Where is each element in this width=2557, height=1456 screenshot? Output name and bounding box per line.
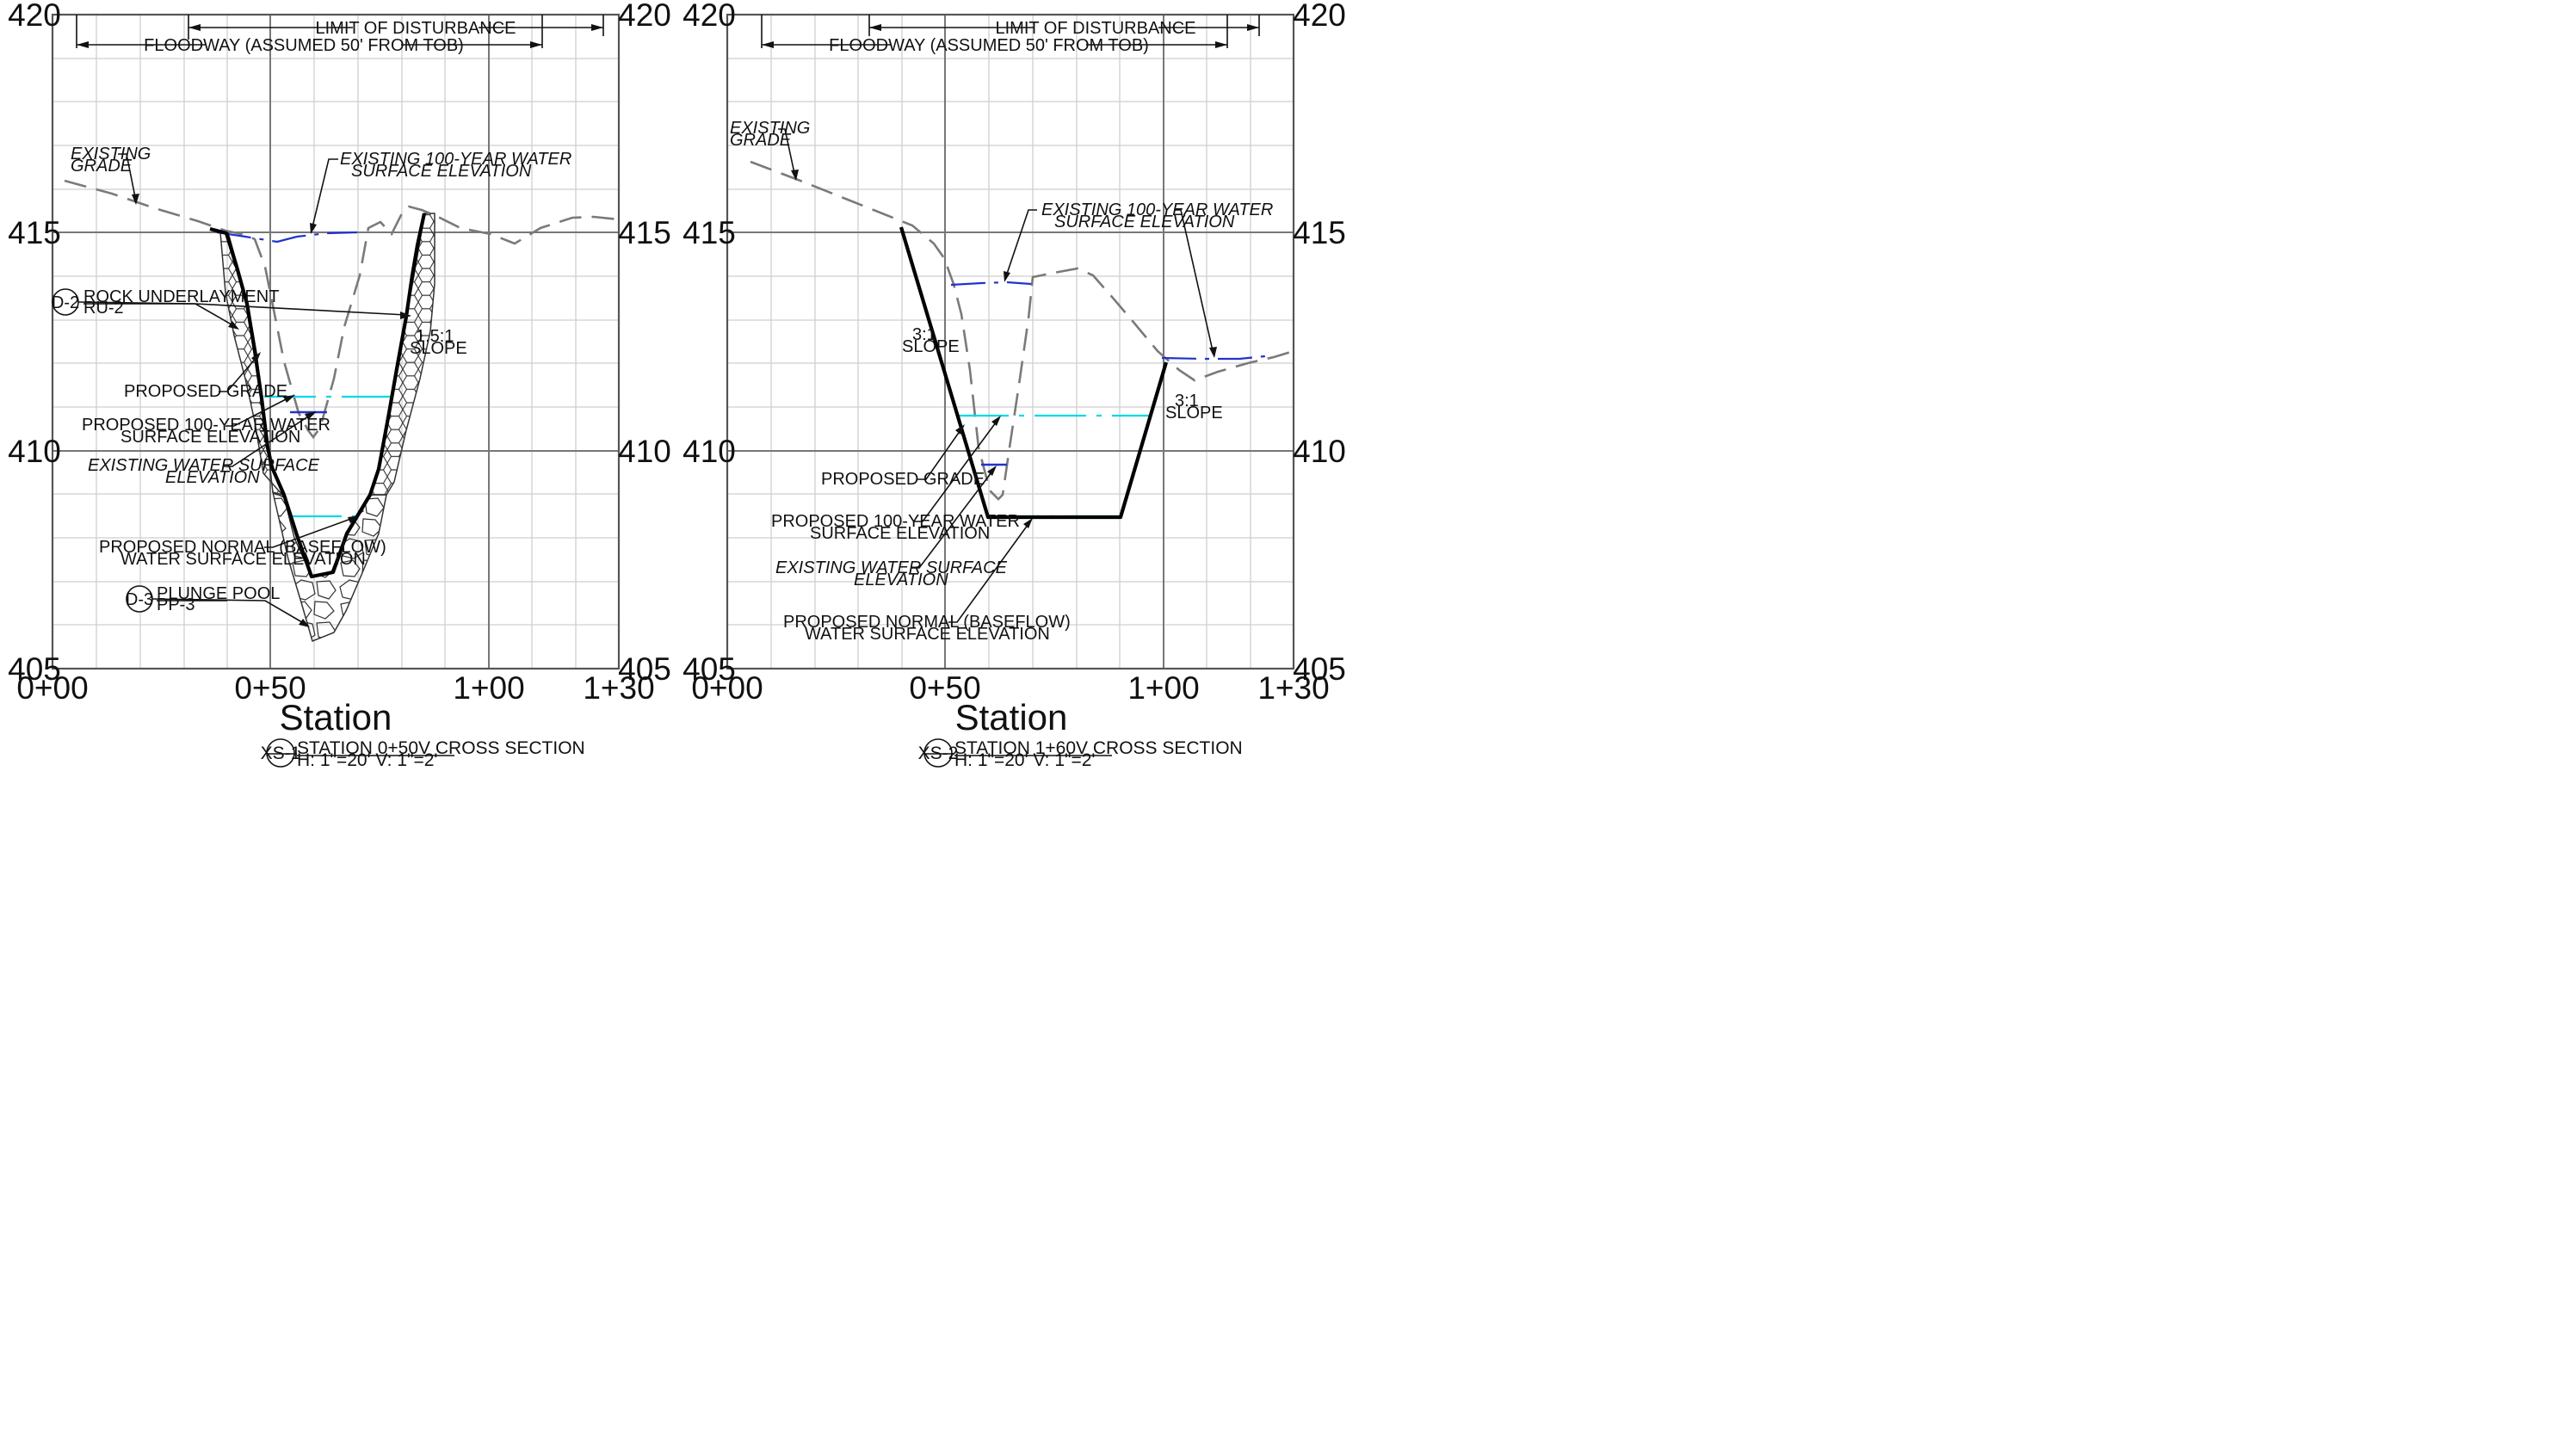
- xs2-existing-grade-line1: EXISTING: [730, 119, 810, 138]
- xs2-proposed-normal-line1: PROPOSED NORMAL (BASEFLOW): [783, 613, 1071, 632]
- xs1-existing-100yr-line2: SURFACE ELEVATION: [351, 162, 532, 181]
- xs2-proposed-100yr-line2: SURFACE ELEVATION: [810, 524, 990, 543]
- xs1-existing-grade-line1: EXISTING: [71, 145, 151, 163]
- xs2-ytick-420-left: 420: [682, 0, 736, 33]
- xs1-ytick-405-right: 405: [618, 651, 671, 687]
- xs2-ytick-405-right: 405: [1293, 651, 1346, 687]
- xs1-plunge-pool-callout: D-3 PLUNGE POOL PP-3: [126, 584, 310, 627]
- xs1-detail-d3: D-3: [126, 590, 153, 609]
- xs1-title-block: XS-1 STATION 0+50V CROSS SECTION H: 1"=2…: [261, 738, 585, 770]
- xs1-ytick-410-right: 410: [618, 434, 671, 469]
- xs2-proposed-grade-callout: PROPOSED GRADE: [821, 424, 985, 489]
- xs1-existing-grade-callout: EXISTING GRADE: [71, 145, 151, 205]
- xs1-limit-dimension: LIMIT OF DISTURBANCE: [188, 15, 604, 40]
- xs1-xtick-0: 0+00: [16, 670, 88, 706]
- xs2-floodway-label: FLOODWAY (ASSUMED 50' FROM TOB): [829, 36, 1149, 55]
- xs1-existing-grade: [64, 179, 620, 440]
- xs1-proposed-grade: [209, 213, 427, 579]
- xs2-proposed-normal-line2: WATER SURFACE ELEVATION: [805, 625, 1050, 644]
- xs1-proposed-100yr-line2: SURFACE ELEVATION: [120, 428, 300, 447]
- xs2-existing-100yr-ws-right: [1161, 355, 1266, 361]
- xs1-existing-ws-line2: ELEVATION: [165, 468, 260, 487]
- xs2-x-axis-label: Station: [955, 697, 1068, 737]
- xs2-slope-right-line1: 3:1: [1175, 392, 1199, 410]
- xs2-title-bubble: [923, 738, 953, 768]
- xs2-slope-left-line1: 3:1: [912, 325, 936, 344]
- xs2-limit-label: LIMIT OF DISTURBANCE: [996, 19, 1196, 38]
- xs1-title-text: STATION 0+50V CROSS SECTION: [297, 738, 585, 758]
- xs1-proposed-normal-line1: PROPOSED NORMAL (BASEFLOW): [99, 538, 386, 557]
- xs1-proposed-100yr-line1: PROPOSED 100-YEAR WATER: [82, 416, 330, 435]
- xs1-proposed-normal-line2: WATER SURFACE ELEVATION: [120, 550, 366, 569]
- xs2-existing-100yr-line1: EXISTING 100-YEAR WATER: [1041, 201, 1273, 219]
- xs1-proposed-normal-callout: PROPOSED NORMAL (BASEFLOW) WATER SURFACE…: [99, 515, 386, 569]
- xs1-ytick-405-left: 405: [8, 651, 61, 687]
- xs2-existing-grade-callout: EXISTING GRADE: [730, 119, 810, 181]
- xs1-limit-label: LIMIT OF DISTURBANCE: [316, 19, 516, 38]
- xs1-title-bubble: [266, 738, 295, 768]
- xs1-rock-line2: RU-2: [83, 299, 124, 318]
- xs2-grid: [726, 13, 1295, 670]
- xs2-proposed-grade-label: PROPOSED GRADE: [821, 470, 985, 489]
- xs2-existing-ws-line2: ELEVATION: [854, 571, 948, 589]
- xs1-ytick-420-left: 420: [8, 0, 61, 33]
- xs1-plunge-line2: PP-3: [157, 595, 195, 614]
- xs2-proposed-normal-callout: PROPOSED NORMAL (BASEFLOW) WATER SURFACE…: [783, 518, 1071, 644]
- xs2-xtick-2: 1+00: [1127, 670, 1199, 706]
- xs2-ytick-410-left: 410: [682, 434, 736, 469]
- xs1-floodway-dimension: FLOODWAY (ASSUMED 50' FROM TOB): [76, 15, 543, 55]
- xs1-ytick-415-left: 415: [8, 215, 61, 250]
- xs1-existing-grade-line2: GRADE: [71, 157, 133, 176]
- xs1-slope-line1: 1.5:1: [416, 327, 454, 346]
- xs1-xtick-1: 0+50: [234, 670, 306, 706]
- xs2-existing-ws-line1: EXISTING WATER SURFACE: [775, 558, 1008, 577]
- xs2-ytick-415-right: 415: [1293, 215, 1346, 250]
- xs2-ytick-415-left: 415: [682, 215, 736, 250]
- xs2-xtick-3: 1+30: [1257, 670, 1329, 706]
- xs2-existing-grade-line2: GRADE: [730, 131, 792, 150]
- xs2-limit-dimension: LIMIT OF DISTURBANCE: [868, 15, 1260, 38]
- xs1-rock-callout: D-2 ROCK UNDERLAYMENT RU-2: [52, 287, 411, 330]
- xs1-existing-100yr-line1: EXISTING 100-YEAR WATER: [340, 150, 571, 169]
- xs1-floodway-label: FLOODWAY (ASSUMED 50' FROM TOB): [144, 36, 464, 55]
- xs1-detail-d2: D-2: [52, 293, 79, 312]
- xs1-existing-ws-callout: EXISTING WATER SURFACE ELEVATION: [88, 411, 320, 487]
- xs1-ytick-410-left: 410: [8, 434, 61, 469]
- xs2-xtick-0: 0+00: [691, 670, 763, 706]
- xs1-xtick-3: 1+30: [583, 670, 654, 706]
- xs2-existing-grade: [750, 160, 1294, 501]
- xs2-ytick-410-right: 410: [1293, 434, 1346, 469]
- xs2-title-text: STATION 1+60V CROSS SECTION: [954, 738, 1243, 758]
- xs2-title-scale: H: 1"=20' V: 1"=2': [954, 750, 1095, 770]
- xs1-xtick-2: 1+00: [453, 670, 524, 706]
- xs1-x-axis-label: Station: [280, 697, 392, 737]
- xs2-ytick-405-left: 405: [682, 651, 736, 687]
- xs2-xtick-1: 0+50: [909, 670, 980, 706]
- xs1-proposed-grade-callout: PROPOSED GRADE: [124, 352, 287, 401]
- xs1-proposed-100yr-callout: PROPOSED 100-YEAR WATER SURFACE ELEVATIO…: [82, 395, 330, 447]
- xs2-existing-100yr-ws-left: [950, 281, 1032, 287]
- xs1-ytick-415-right: 415: [618, 215, 671, 250]
- xs2-slope-left-line2: SLOPE: [902, 337, 960, 356]
- xs1-proposed-grade-label: PROPOSED GRADE: [124, 382, 287, 401]
- xs1-slope-line2: SLOPE: [410, 339, 467, 358]
- xs2-proposed-grade: [899, 226, 1169, 520]
- xs1-existing-ws-line1: EXISTING WATER SURFACE: [88, 456, 320, 475]
- xs2-existing-100yr-line2: SURFACE ELEVATION: [1054, 213, 1235, 231]
- xs1-plunge-line1: PLUNGE POOL: [157, 584, 280, 603]
- xs1-existing-100yr-callout: EXISTING 100-YEAR WATER SURFACE ELEVATIO…: [310, 150, 571, 234]
- xs1-title-scale: H: 1"=20' V: 1"=2': [297, 750, 437, 770]
- xs2-section: LIMIT OF DISTURBANCE FLOODWAY (ASSUMED 5…: [682, 0, 1346, 770]
- xs2-existing-ws-callout: EXISTING WATER SURFACE ELEVATION: [775, 466, 1008, 589]
- xs1-existing-100yr-ws: [216, 231, 358, 244]
- xs1-ytick-420-right: 420: [618, 0, 671, 33]
- xs1-section: LIMIT OF DISTURBANCE FLOODWAY (ASSUMED 5…: [8, 0, 671, 770]
- xs2-title-block: XS-2 STATION 1+60V CROSS SECTION H: 1"=2…: [918, 738, 1243, 770]
- xs2-ytick-420-right: 420: [1293, 0, 1346, 33]
- xs1-rock-line1: ROCK UNDERLAYMENT: [83, 287, 279, 306]
- xs2-existing-100yr-callout: EXISTING 100-YEAR WATER SURFACE ELEVATIO…: [1004, 201, 1273, 358]
- xs2-slope-right-line2: SLOPE: [1165, 404, 1223, 423]
- xs2-floodway-dimension: FLOODWAY (ASSUMED 50' FROM TOB): [761, 15, 1228, 55]
